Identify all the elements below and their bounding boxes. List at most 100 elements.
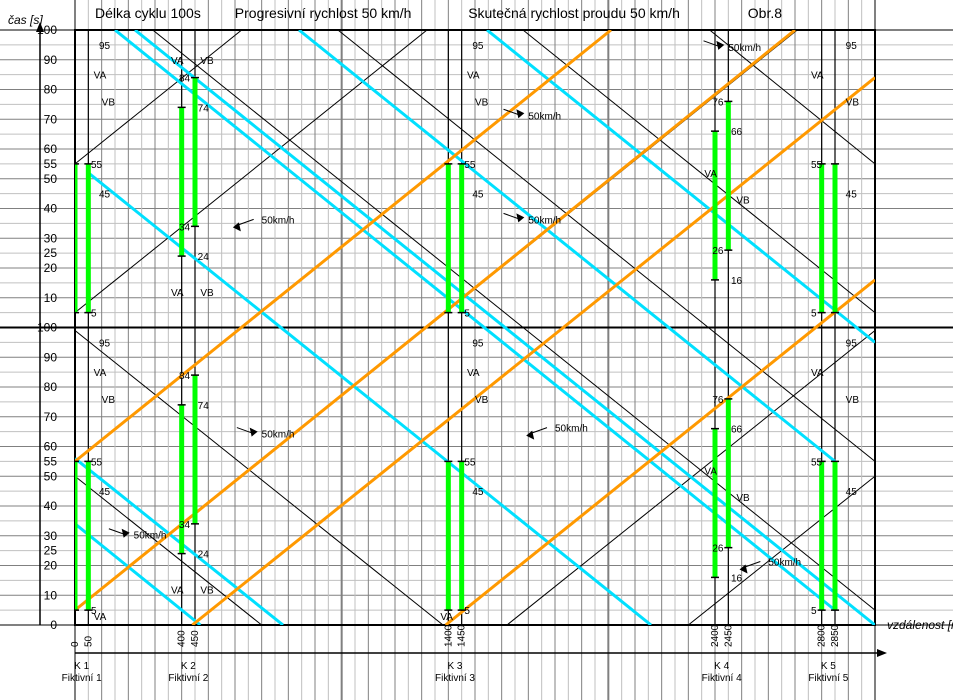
signal-time-label: 5 bbox=[464, 606, 470, 617]
signal-time-label: 95 bbox=[472, 338, 484, 349]
y-tick-label: 30 bbox=[44, 529, 58, 543]
speed-label: 50km/h bbox=[528, 215, 561, 226]
speed-label: 50km/h bbox=[262, 215, 295, 226]
phase-label: VA bbox=[94, 368, 107, 379]
intersection-name: K 5 bbox=[821, 661, 836, 672]
signal-time-label: 45 bbox=[846, 487, 858, 498]
signal-time-label: 55 bbox=[91, 457, 103, 468]
signal-time-label: 95 bbox=[99, 41, 111, 52]
phase-label: VA bbox=[467, 368, 480, 379]
phase-label: VA bbox=[440, 612, 453, 623]
signal-time-label: 66 bbox=[731, 425, 743, 436]
x-tick-label: 450 bbox=[190, 630, 201, 647]
phase-label: VB bbox=[475, 97, 489, 108]
intersection-name: K 4 bbox=[714, 661, 729, 672]
speed-label: 50km/h bbox=[262, 430, 295, 441]
signal-time-label: 16 bbox=[731, 573, 743, 584]
y-tick-label: 30 bbox=[44, 231, 58, 245]
phase-label: VA bbox=[171, 585, 184, 596]
phase-label: VB bbox=[102, 97, 116, 108]
phase-label: VB bbox=[200, 288, 214, 299]
y-tick-label: 20 bbox=[44, 261, 58, 275]
signal-time-label: 45 bbox=[472, 487, 484, 498]
y-tick-label: 100 bbox=[37, 321, 57, 335]
signal-time-label: 5 bbox=[811, 309, 817, 320]
time-distance-diagram: Délka cyklu 100s Progresivní rychlost 50 … bbox=[0, 0, 953, 700]
signal-time-label: 84 bbox=[179, 371, 191, 382]
signal-time-label: 5 bbox=[91, 309, 97, 320]
intersection-name: K 2 bbox=[181, 661, 196, 672]
signal-time-label: 26 bbox=[712, 246, 724, 257]
phase-label: VB bbox=[846, 97, 860, 108]
y-tick-label: 60 bbox=[44, 142, 58, 156]
phase-label: VA bbox=[467, 71, 480, 82]
y-tick-label: 0 bbox=[50, 618, 57, 632]
x-tick-label: 400 bbox=[177, 630, 188, 647]
signal-time-label: 95 bbox=[846, 338, 858, 349]
y-tick-label: 60 bbox=[44, 440, 58, 454]
intersection-sub: Fiktivní 3 bbox=[435, 673, 475, 684]
title-part: Skutečná rychlost proudu 50 km/h bbox=[468, 5, 680, 21]
signal-time-label: 55 bbox=[811, 457, 823, 468]
x-tick-label: 2400 bbox=[710, 624, 721, 647]
intersection-sub: Fiktivní 1 bbox=[62, 673, 102, 684]
x-tick-label: 2800 bbox=[817, 624, 828, 647]
phase-label: VB bbox=[475, 395, 489, 406]
phase-label: VB bbox=[102, 395, 116, 406]
y-tick-label: 70 bbox=[44, 112, 58, 126]
title-part: Progresivní rychlost 50 km/h bbox=[235, 5, 412, 21]
signal-time-label: 5 bbox=[811, 606, 817, 617]
phase-label: VA bbox=[171, 288, 184, 299]
title-part: Délka cyklu 100s bbox=[95, 5, 201, 21]
phase-label: VA bbox=[94, 71, 107, 82]
x-tick-label: 1400 bbox=[443, 624, 454, 647]
signal-time-label: 55 bbox=[811, 160, 823, 171]
phase-label: VB bbox=[846, 395, 860, 406]
x-tick-label: 0 bbox=[70, 641, 81, 647]
signal-time-label: 26 bbox=[712, 544, 724, 555]
y-tick-label: 40 bbox=[44, 202, 58, 216]
signal-time-label: 95 bbox=[846, 41, 858, 52]
signal-time-label: 95 bbox=[472, 41, 484, 52]
y-tick-label: 20 bbox=[44, 559, 58, 573]
signal-time-label: 24 bbox=[198, 252, 210, 263]
y-tick-label: 100 bbox=[37, 23, 57, 37]
speed-label: 50km/h bbox=[728, 43, 761, 54]
phase-label: VA bbox=[811, 71, 824, 82]
speed-label: 50km/h bbox=[528, 111, 561, 122]
phase-label: VB bbox=[200, 585, 214, 596]
signal-time-label: 55 bbox=[91, 160, 103, 171]
signal-time-label: 55 bbox=[464, 457, 476, 468]
speed-label: 50km/h bbox=[768, 558, 801, 569]
y-tick-label: 25 bbox=[44, 544, 58, 558]
x-tick-label: 2850 bbox=[830, 624, 841, 647]
intersection-name: K 1 bbox=[74, 661, 89, 672]
signal-time-label: 45 bbox=[472, 190, 484, 201]
y-tick-label: 25 bbox=[44, 246, 58, 260]
signal-time-label: 74 bbox=[198, 401, 210, 412]
phase-label: VB bbox=[736, 493, 750, 504]
intersection-sub: Fiktivní 4 bbox=[702, 673, 742, 684]
y-tick-label: 40 bbox=[44, 499, 58, 513]
phase-label: VA bbox=[94, 612, 107, 623]
signal-time-label: 16 bbox=[731, 276, 743, 287]
y-tick-label: 55 bbox=[44, 454, 58, 468]
signal-time-label: 45 bbox=[99, 487, 111, 498]
x-tick-label: 50 bbox=[83, 635, 94, 647]
y-tick-label: 55 bbox=[44, 157, 58, 171]
signal-time-label: 5 bbox=[464, 309, 470, 320]
y-tick-label: 90 bbox=[44, 53, 58, 67]
signal-time-label: 34 bbox=[179, 520, 191, 531]
y-tick-label: 80 bbox=[44, 83, 58, 97]
speed-label: 50km/h bbox=[555, 424, 588, 435]
speed-label: 50km/h bbox=[134, 531, 167, 542]
signal-time-label: 34 bbox=[179, 222, 191, 233]
x-axis-label: vzdálenost [m] bbox=[887, 618, 953, 632]
phase-label: VA bbox=[704, 169, 717, 180]
intersection-sub: Fiktivní 2 bbox=[168, 673, 208, 684]
signal-time-label: 45 bbox=[99, 190, 111, 201]
intersection-name: K 3 bbox=[447, 661, 462, 672]
phase-label: VB bbox=[200, 56, 214, 67]
signal-time-label: 55 bbox=[464, 160, 476, 171]
signal-time-label: 24 bbox=[198, 550, 210, 561]
